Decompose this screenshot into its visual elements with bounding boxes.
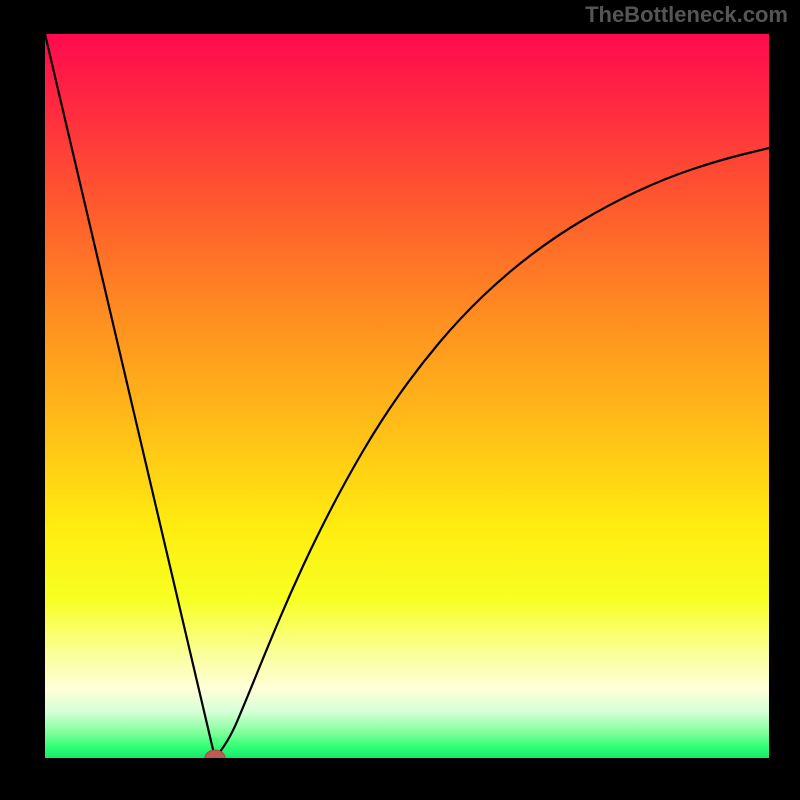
plot-border xyxy=(0,758,800,800)
plot-border xyxy=(0,0,800,34)
bottleneck-chart xyxy=(0,0,800,800)
plot-border xyxy=(0,0,45,800)
plot-border xyxy=(769,0,800,800)
plot-background xyxy=(45,34,769,758)
chart-container: TheBottleneck.com xyxy=(0,0,800,800)
